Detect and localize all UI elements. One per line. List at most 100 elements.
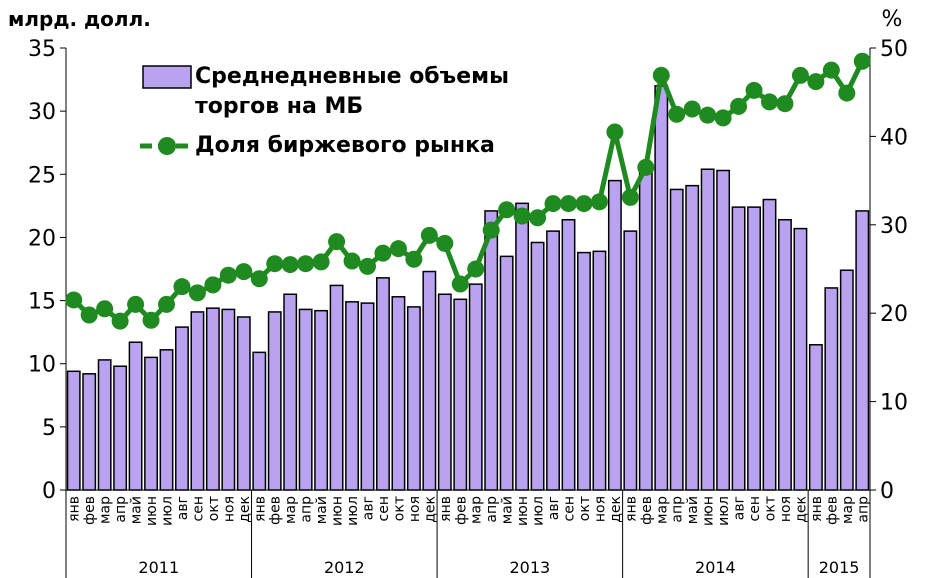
bar xyxy=(205,307,220,491)
marker xyxy=(822,61,840,79)
bar xyxy=(422,270,437,491)
marker xyxy=(158,295,175,313)
x-tick-label: июл xyxy=(531,496,547,526)
marker xyxy=(482,221,500,239)
x-tick-label: янв xyxy=(67,496,83,522)
x-tick-label: дек xyxy=(422,496,438,523)
legend-label: Доля биржевого рынка xyxy=(195,133,495,158)
marker xyxy=(142,311,160,329)
x-tick-label: окт xyxy=(391,496,407,521)
bar xyxy=(360,302,375,491)
marker xyxy=(374,244,392,262)
y2-tick-label: 50 xyxy=(880,37,908,62)
x-tick-label: сен xyxy=(747,496,763,521)
marker xyxy=(281,256,299,274)
x-tick-label: янв xyxy=(809,496,825,522)
marker xyxy=(359,257,376,275)
y2-tick-label: 20 xyxy=(880,302,908,327)
y2-tick-label: 40 xyxy=(880,125,908,150)
bar xyxy=(592,250,607,491)
x-tick-label: июн xyxy=(515,496,531,526)
marker xyxy=(699,106,717,124)
legend-label: Среднедневные объемы торгов на МБ xyxy=(195,64,509,119)
year-label: 2014 xyxy=(695,558,736,577)
bar xyxy=(747,206,761,491)
y2-tick-label: 30 xyxy=(880,214,908,239)
marker xyxy=(745,81,763,99)
year-label: 2013 xyxy=(509,558,550,577)
bar xyxy=(437,293,452,491)
y-tick-label: 25 xyxy=(28,163,56,188)
bar xyxy=(345,301,359,491)
bar xyxy=(453,298,468,491)
marker xyxy=(80,306,98,324)
marker xyxy=(544,195,562,213)
marker xyxy=(590,193,608,211)
x-tick-label: авг xyxy=(175,496,191,520)
x-tick-label: фев xyxy=(82,496,98,525)
marker xyxy=(266,255,284,273)
y-tick-label: 35 xyxy=(28,37,56,62)
bar xyxy=(314,309,329,491)
year-label: 2015 xyxy=(819,558,860,577)
x-tick-label: июл xyxy=(716,496,732,526)
x-tick-label: ноя xyxy=(221,496,237,522)
x-tick-label: мар xyxy=(469,496,485,524)
bar xyxy=(561,218,576,491)
x-tick-label: май xyxy=(129,496,145,524)
x-tick-label: сен xyxy=(376,496,392,521)
x-tick-label: авг xyxy=(361,496,377,520)
marker xyxy=(405,250,423,268)
bar xyxy=(159,349,174,491)
marker xyxy=(714,109,732,127)
bar xyxy=(499,255,514,491)
x-tick-label: мар xyxy=(98,496,114,524)
marker xyxy=(343,252,361,270)
marker xyxy=(606,123,624,141)
bar xyxy=(515,202,530,491)
marker xyxy=(637,158,655,176)
x-tick-label: апр xyxy=(670,496,686,523)
bar xyxy=(530,241,545,491)
bar xyxy=(82,373,97,491)
y-unit-label: млрд. долл. xyxy=(8,7,151,31)
bar xyxy=(113,365,128,491)
x-tick-label: мар xyxy=(840,496,856,524)
bar xyxy=(654,85,669,491)
y-tick-label: 20 xyxy=(28,226,56,251)
marker xyxy=(436,234,454,252)
x-tick-label: сен xyxy=(562,496,578,521)
year-label: 2011 xyxy=(138,558,179,577)
marker xyxy=(853,52,871,70)
bar xyxy=(546,230,560,491)
x-tick-label: июн xyxy=(330,496,346,526)
x-tick-label: авг xyxy=(546,496,562,520)
x-tick-label: мар xyxy=(654,496,670,524)
marker xyxy=(389,240,407,258)
marker xyxy=(297,255,315,273)
marker xyxy=(65,291,83,309)
legend-swatch xyxy=(142,65,192,89)
x-tick-label: авг xyxy=(732,496,748,520)
marker xyxy=(529,209,547,227)
marker xyxy=(652,66,670,84)
bar xyxy=(128,341,143,491)
marker xyxy=(761,93,778,111)
y-tick-label: 0 xyxy=(42,479,56,504)
marker xyxy=(467,260,485,278)
bar xyxy=(329,284,344,491)
bar xyxy=(175,326,189,491)
bar xyxy=(793,227,808,491)
legend-swatch xyxy=(158,137,176,155)
bar xyxy=(855,210,870,491)
marker xyxy=(111,312,129,330)
bar xyxy=(669,188,684,491)
y-tick-label: 10 xyxy=(28,353,56,378)
x-tick-label: окт xyxy=(206,496,222,521)
x-tick-label: апр xyxy=(484,496,500,523)
bar xyxy=(808,344,823,491)
bar xyxy=(468,283,483,491)
marker xyxy=(96,300,114,318)
marker xyxy=(312,253,330,271)
bar xyxy=(700,168,715,491)
